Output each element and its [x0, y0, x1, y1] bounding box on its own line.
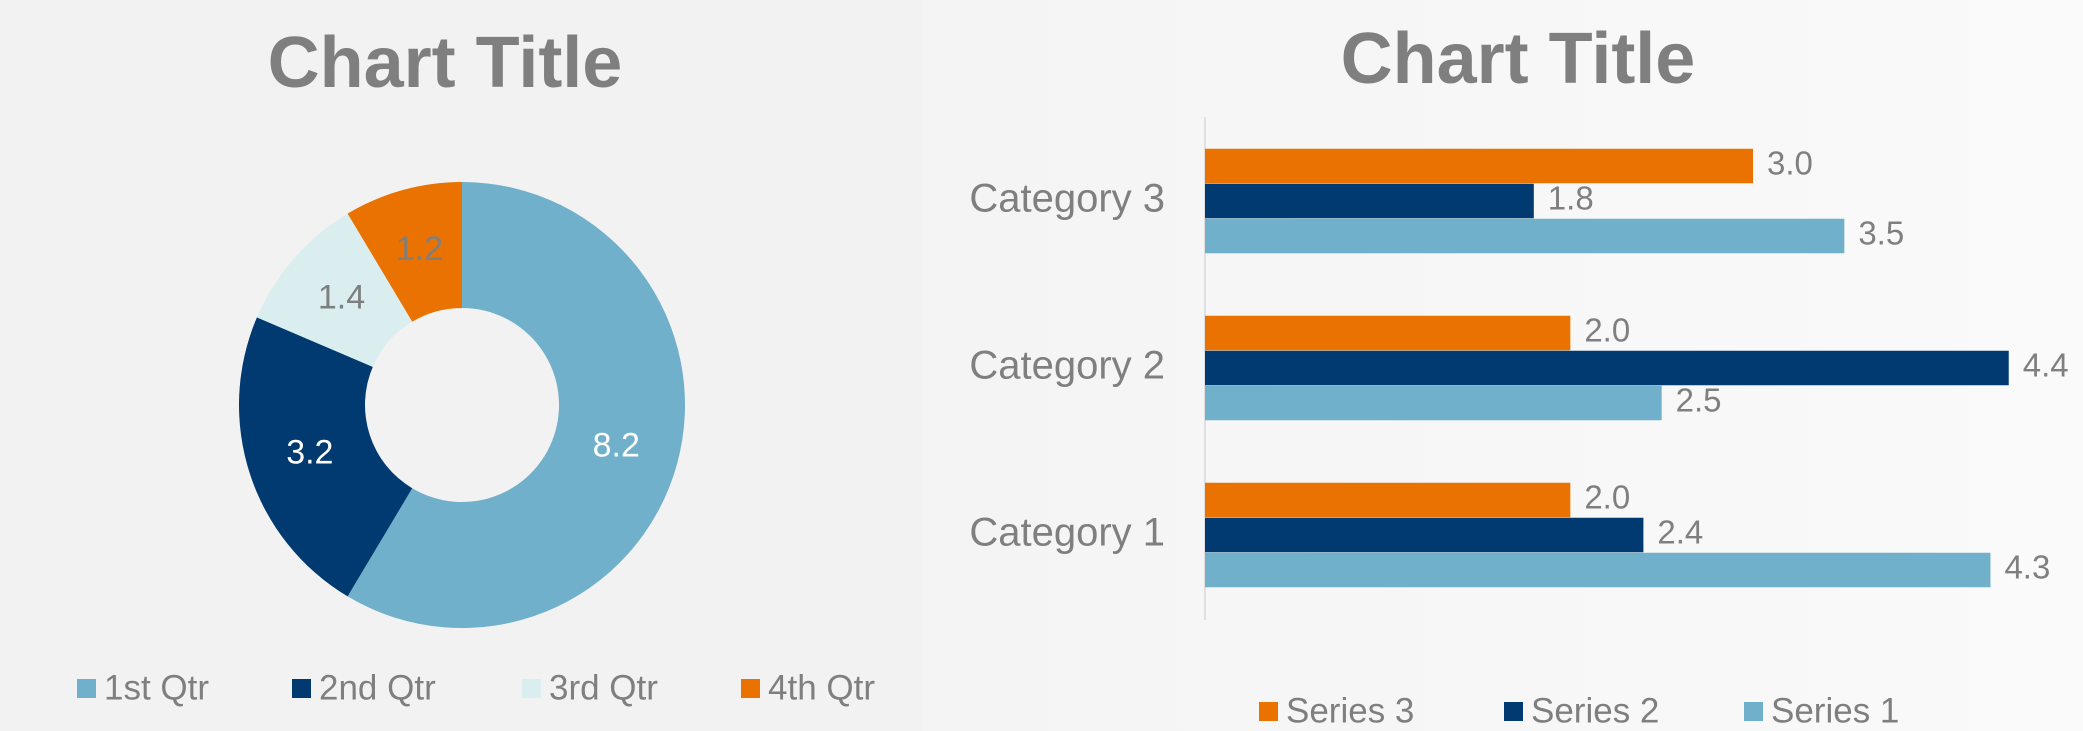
- data-label: 4.4: [2023, 347, 2069, 384]
- bar: [1205, 385, 1662, 421]
- legend-label: 2nd Qtr: [319, 668, 436, 707]
- data-label: 1.2: [396, 230, 443, 268]
- legend-swatch: [77, 679, 96, 698]
- data-label: 2.5: [1676, 382, 1722, 419]
- data-label: 4.3: [2004, 549, 2050, 586]
- category-label: Category 3: [969, 177, 1165, 221]
- legend-swatch: [1504, 702, 1523, 721]
- legend-swatch: [522, 679, 541, 698]
- chart-title: Chart Title: [1341, 19, 1696, 99]
- bar: [1205, 218, 1845, 254]
- legend-swatch: [1744, 702, 1763, 721]
- data-label: 1.8: [1548, 180, 1594, 217]
- category-label: Category 2: [969, 344, 1165, 388]
- legend-label: 4th Qtr: [768, 668, 875, 707]
- data-label: 2.0: [1584, 479, 1630, 516]
- legend-swatch: [1259, 702, 1278, 721]
- bar: [1205, 552, 1991, 588]
- data-label: 2.0: [1584, 312, 1630, 349]
- legend-label: Series 3: [1286, 691, 1414, 730]
- legend-label: 3rd Qtr: [549, 668, 658, 707]
- data-label: 2.4: [1657, 514, 1703, 551]
- data-label: 3.5: [1858, 215, 1904, 252]
- bar: [1205, 482, 1571, 518]
- legend-swatch: [292, 679, 311, 698]
- donut-slice: [238, 317, 413, 597]
- data-label: 1.4: [318, 279, 365, 317]
- bar: [1205, 315, 1571, 351]
- legend-swatch: [741, 679, 760, 698]
- data-label: 3.0: [1767, 145, 1813, 182]
- legend-label: 1st Qtr: [104, 668, 209, 707]
- bar: [1205, 350, 2009, 386]
- category-label: Category 1: [969, 511, 1165, 555]
- data-label: 3.2: [286, 433, 333, 471]
- bar: [1205, 148, 1753, 184]
- donut-slice: [256, 213, 413, 367]
- legend-label: Series 1: [1771, 691, 1899, 730]
- bar: [1205, 517, 1644, 553]
- chart-title: Chart Title: [268, 23, 623, 103]
- legend-label: Series 2: [1531, 691, 1659, 730]
- donut-slice: [347, 182, 462, 322]
- data-label: 8.2: [593, 427, 640, 465]
- bar: [1205, 183, 1534, 219]
- donut-slice: [347, 182, 685, 628]
